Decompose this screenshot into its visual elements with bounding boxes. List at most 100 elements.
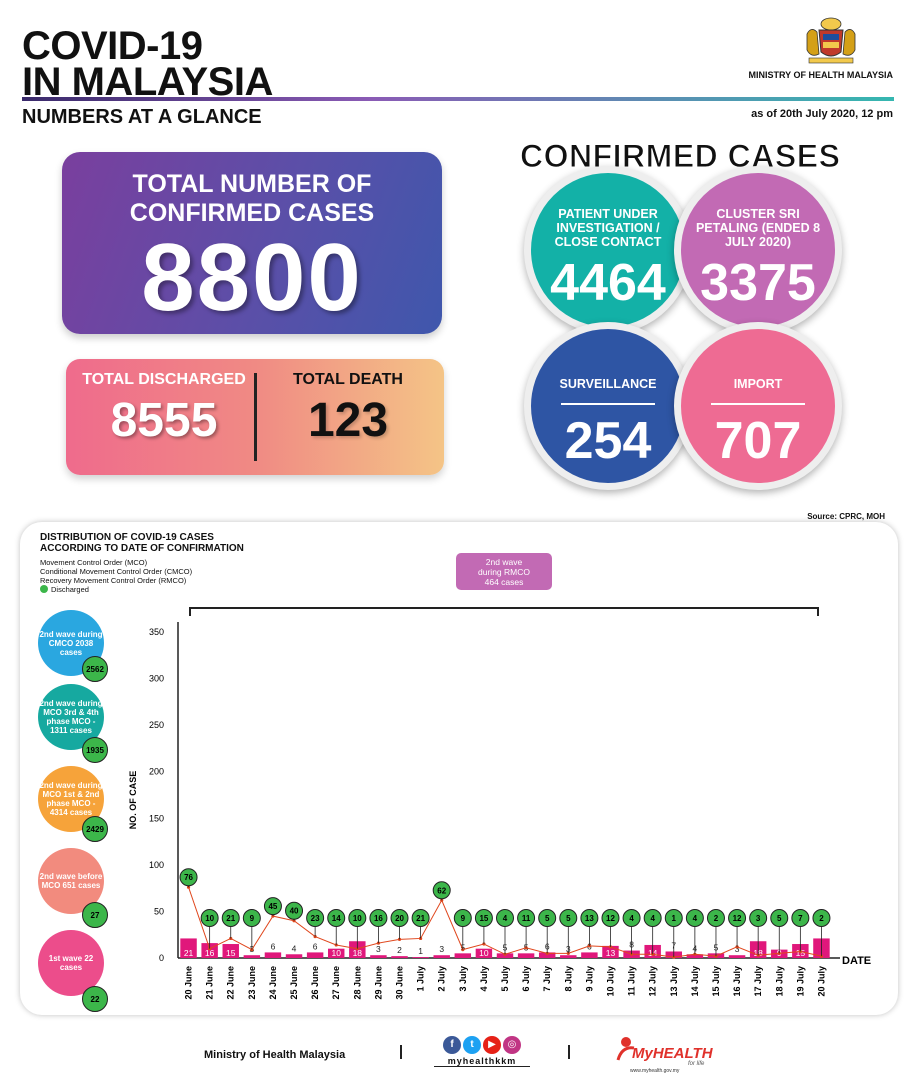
y-tick-label: 150	[149, 813, 164, 823]
x-tick-label: 20 July	[816, 966, 826, 997]
footer-separator	[568, 1045, 570, 1059]
discharged-bubble	[749, 909, 768, 927]
discharged-value-label: 12	[733, 914, 742, 923]
x-tick-label: 30 June	[395, 966, 405, 1000]
death-label: TOTAL DEATH	[293, 371, 403, 388]
discharged-bubble	[390, 909, 409, 927]
discharged-point	[334, 943, 338, 947]
discharged-death-card: TOTAL DISCHARGED 8555 TOTAL DEATH 123	[66, 359, 444, 475]
discharged-value-label: 13	[585, 914, 594, 923]
wave-mco-12-discharged: 2429	[82, 816, 108, 842]
discharged-value-label: 4	[693, 914, 698, 923]
social-links: f t ▶ ◎ myhealthkkm	[434, 1034, 530, 1067]
bar	[243, 955, 261, 958]
y-tick-label: 200	[149, 767, 164, 777]
discharged-bubble	[179, 868, 198, 887]
pui-circle: PATIENT UNDER INVESTIGATION / CLOSE CONT…	[524, 166, 692, 334]
discharged-value-label: 10	[205, 914, 214, 923]
discharged-value-label: 15	[479, 914, 488, 923]
discharged-point	[672, 955, 676, 959]
bar-value-label: 13	[606, 948, 616, 958]
x-tick-label: 18 July	[774, 966, 784, 997]
x-tick-label: 26 June	[310, 966, 320, 1000]
discharged-bubble	[200, 909, 219, 927]
y-tick-label: 0	[159, 953, 164, 963]
myhealth-brand: MyHEALTH	[632, 1045, 714, 1062]
discharged-value-label: 76	[184, 873, 193, 882]
discharged-point	[461, 948, 465, 952]
x-tick-label: 6 July	[521, 966, 531, 992]
discharged-bubble	[348, 909, 367, 927]
discharged-bubble	[770, 909, 789, 927]
rmco-callout: 2nd wave during RMCO 464 cases	[456, 553, 552, 590]
x-tick-label: 12 July	[648, 966, 658, 997]
twitter-icon[interactable]: t	[463, 1036, 481, 1054]
discharged-block: TOTAL DISCHARGED 8555	[76, 371, 252, 449]
bar	[581, 952, 598, 958]
bar-value-label: 6	[271, 941, 276, 951]
title-line-1: COVID-19	[22, 24, 203, 68]
discharged-bubble	[369, 909, 388, 927]
bar	[412, 957, 429, 958]
bar-value-label: 18	[353, 948, 363, 958]
discharged-bubble	[643, 909, 662, 927]
discharged-point	[397, 937, 402, 941]
discharged-bubble	[664, 909, 683, 927]
discharged-value-label: 2	[819, 914, 824, 923]
rmco-line-1: 2nd wave	[485, 557, 523, 567]
cluster-circle: CLUSTER SRI PETALING (ENDED 8 JULY 2020)…	[674, 166, 842, 334]
discharged-value-label: 21	[226, 914, 235, 923]
import-circle: IMPORT 707	[674, 322, 842, 490]
bar	[560, 955, 577, 958]
discharged-value-label: 4	[650, 914, 655, 923]
legend-discharged-item: Discharged	[40, 585, 192, 594]
discharged-point	[250, 948, 254, 952]
discharged-bubble	[622, 909, 641, 927]
instagram-icon[interactable]: ◎	[503, 1036, 521, 1054]
bar-value-label: 10	[479, 948, 489, 958]
title-line-2: IN MALAYSIA	[22, 60, 273, 104]
y-tick-label: 250	[149, 720, 164, 730]
discharged-label: TOTAL DISCHARGED	[82, 371, 246, 388]
x-tick-label: 23 June	[247, 966, 257, 1000]
wave-first-circle: 1st wave 22 cases	[38, 930, 104, 996]
discharged-value-label: 3	[756, 914, 761, 923]
discharged-bubble	[559, 909, 578, 927]
discharged-dot-icon	[40, 585, 48, 593]
header-rule	[22, 97, 894, 101]
discharged-point	[545, 951, 549, 955]
discharged-value-label: 21	[416, 914, 425, 923]
chart-title-line-1: DISTRIBUTION OF COVID-19 CASES	[40, 532, 214, 543]
bar	[222, 944, 239, 958]
bar-value-label: 3	[439, 944, 444, 954]
total-confirmed-card: TOTAL NUMBER OF CONFIRMED CASES 8800	[62, 152, 442, 334]
divider	[254, 373, 257, 461]
surveillance-rule	[561, 403, 655, 405]
bar	[686, 954, 704, 958]
discharged-bubble	[601, 909, 620, 927]
y-tick-label: 300	[149, 674, 164, 684]
discharged-bubble	[263, 897, 282, 916]
chart-title-line-2: ACCORDING TO DATE OF CONFIRMATION	[40, 543, 244, 554]
wave-first-discharged: 22	[82, 986, 108, 1012]
discharged-point	[292, 919, 296, 923]
x-tick-label: 14 July	[690, 966, 700, 997]
youtube-icon[interactable]: ▶	[483, 1036, 501, 1054]
discharged-value-label: 5	[777, 914, 782, 923]
x-tick-label: 1 July	[416, 966, 426, 992]
social-handle[interactable]: myhealthkkm	[434, 1056, 530, 1067]
source-note: Source: CPRC, MOH	[807, 512, 885, 521]
facebook-icon[interactable]: f	[443, 1036, 461, 1054]
rmco-line-3: 464 cases	[484, 577, 524, 587]
myhealth-logo: MyHEALTH for life www.myhealth.gov.my	[616, 1037, 714, 1074]
x-tick-label: 4 July	[479, 966, 489, 992]
cluster-label: CLUSTER SRI PETALING (ENDED 8 JULY 2020)	[695, 207, 821, 249]
discharged-point	[440, 898, 444, 902]
discharged-value-label: 23	[311, 914, 320, 923]
bar	[602, 945, 619, 958]
as-of-date: as of 20th July 2020, 12 pm	[751, 108, 893, 120]
page-subtitle: NUMBERS AT A GLANCE	[22, 106, 262, 128]
bar-value-label: 1	[418, 946, 423, 956]
footer-ministry: Ministry of Health Malaysia	[204, 1049, 346, 1061]
